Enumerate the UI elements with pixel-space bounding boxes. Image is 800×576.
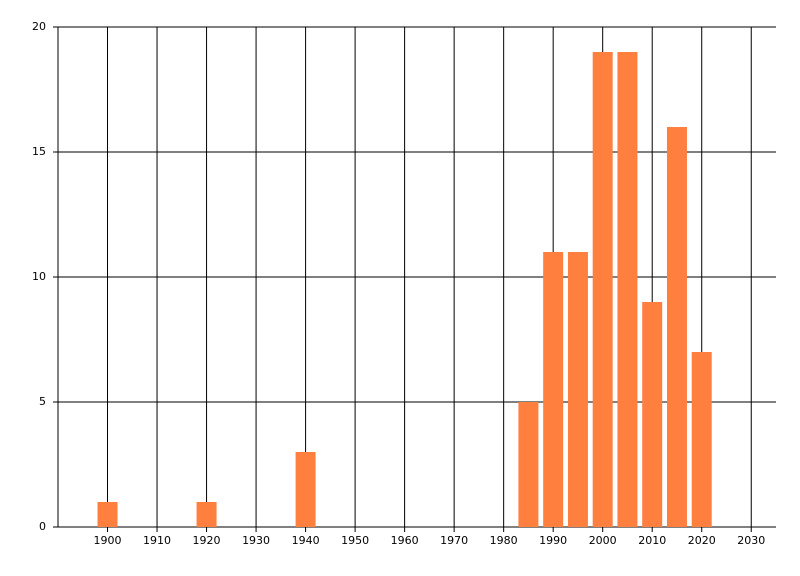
- y-tick-label: 10: [32, 270, 46, 283]
- x-tick-label: 1970: [440, 534, 468, 547]
- x-tick-label: 1990: [539, 534, 567, 547]
- x-tick-label: 2030: [737, 534, 765, 547]
- x-tick-label: 1910: [143, 534, 171, 547]
- bar: [295, 452, 316, 527]
- bar: [691, 352, 712, 527]
- x-tick-label: 1980: [490, 534, 518, 547]
- y-tick-label: 5: [39, 395, 46, 408]
- x-tick-label: 1940: [292, 534, 320, 547]
- bar: [97, 502, 118, 527]
- y-tick-label: 0: [39, 520, 46, 533]
- y-tick-label: 20: [32, 20, 46, 33]
- x-tick-label: 2020: [688, 534, 716, 547]
- bar: [567, 252, 588, 527]
- x-tick-label: 1900: [94, 534, 122, 547]
- bar: [518, 402, 539, 527]
- y-tick-label: 15: [32, 145, 46, 158]
- bar: [642, 302, 663, 527]
- bar: [617, 52, 638, 527]
- x-tick-label: 2000: [589, 534, 617, 547]
- x-tick-label: 1960: [391, 534, 419, 547]
- x-tick-label: 1930: [242, 534, 270, 547]
- bar: [196, 502, 217, 527]
- bar: [543, 252, 564, 527]
- bar: [666, 127, 687, 527]
- bar: [592, 52, 613, 527]
- x-tick-label: 1950: [341, 534, 369, 547]
- x-tick-label: 2010: [638, 534, 666, 547]
- x-tick-label: 1920: [193, 534, 221, 547]
